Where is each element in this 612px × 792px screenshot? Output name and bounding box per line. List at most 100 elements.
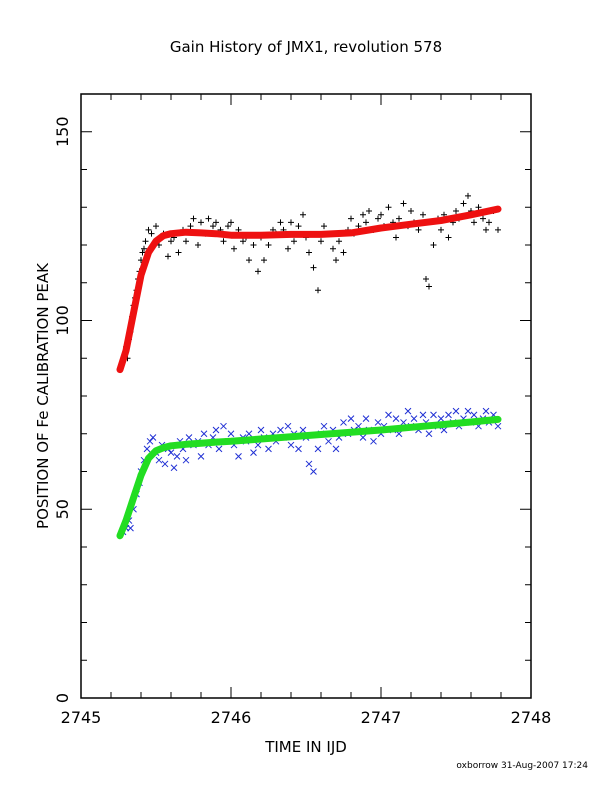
plus-marker xyxy=(438,226,444,233)
plus-marker xyxy=(198,219,204,226)
cross-marker xyxy=(167,449,175,456)
axis-ticks: 2745 2746 2747 2748 0 50 100 150 xyxy=(53,93,552,727)
plus-marker xyxy=(228,219,234,226)
plus-marker xyxy=(415,226,422,233)
plus-marker xyxy=(265,242,272,248)
y-tick-label: 150 xyxy=(53,116,72,147)
fit-curve xyxy=(116,415,502,540)
cross-marker xyxy=(197,453,205,460)
plus-marker xyxy=(315,287,321,294)
cross-marker xyxy=(404,407,412,415)
plus-marker xyxy=(483,226,489,233)
plus-marker xyxy=(396,215,402,222)
x-tick-label: 2748 xyxy=(511,708,552,727)
cross-marker xyxy=(320,422,328,430)
cross-marker xyxy=(359,434,367,441)
plus-marker xyxy=(340,249,347,256)
plus-marker xyxy=(288,219,294,226)
cross-marker xyxy=(161,460,169,468)
plus-marker xyxy=(348,215,354,222)
cross-marker xyxy=(385,411,392,419)
plus-marker xyxy=(220,238,227,245)
x-tick-label: 2747 xyxy=(361,708,402,727)
plus-marker xyxy=(153,223,159,230)
plus-marker xyxy=(475,204,482,211)
x-tick-label: 2746 xyxy=(211,708,252,727)
plus-marker xyxy=(183,238,189,245)
plus-marker xyxy=(277,219,284,226)
plus-marker xyxy=(408,208,414,215)
plus-marker xyxy=(190,215,197,222)
plus-marker xyxy=(430,242,437,248)
cross-marker xyxy=(325,437,332,445)
cross-marker xyxy=(452,407,460,415)
plus-marker xyxy=(306,249,312,256)
cross-marker xyxy=(200,430,208,438)
plus-marker xyxy=(240,238,246,245)
cross-marker xyxy=(245,430,253,438)
cross-marker xyxy=(155,456,163,464)
cross-marker xyxy=(305,460,313,468)
cross-marker xyxy=(419,411,427,419)
cross-marker xyxy=(235,453,242,460)
plus-marker xyxy=(195,242,201,248)
cross-marker xyxy=(127,524,134,532)
plus-marker xyxy=(423,275,429,282)
cross-marker xyxy=(392,415,400,423)
plus-marker xyxy=(142,238,149,245)
plus-marker xyxy=(295,223,302,230)
plus-marker xyxy=(141,245,147,252)
y-tick-label: 0 xyxy=(53,693,72,703)
cross-marker xyxy=(347,415,355,423)
cross-marker xyxy=(370,437,377,445)
plus-marker xyxy=(445,234,452,241)
plus-marker xyxy=(261,257,267,264)
plus-marker xyxy=(246,257,252,264)
plus-marker xyxy=(360,211,366,218)
plus-marker xyxy=(393,234,399,241)
cross-marker xyxy=(182,456,190,464)
cross-marker xyxy=(254,441,262,449)
cross-marker xyxy=(227,430,235,438)
plus-marker xyxy=(175,249,182,256)
plus-marker xyxy=(210,223,216,230)
plus-marker xyxy=(333,257,339,264)
cross-marker xyxy=(362,415,370,423)
cross-marker xyxy=(340,419,347,426)
cross-marker xyxy=(257,426,265,434)
plus-marker xyxy=(310,264,317,271)
plus-marker xyxy=(168,238,174,245)
plus-marker xyxy=(255,268,261,275)
plus-marker xyxy=(471,219,477,226)
footer-stamp: oxborrow 31-Aug-2007 17:24 xyxy=(456,761,588,771)
x-axis-label: TIME IN IJD xyxy=(264,738,347,756)
cross-marker xyxy=(445,411,452,419)
cross-marker xyxy=(250,449,257,456)
chart-title: Gain History of JMX1, revolution 578 xyxy=(170,38,442,56)
cross-marker xyxy=(149,434,157,441)
plus-marker xyxy=(336,238,342,245)
cross-marker xyxy=(332,445,340,453)
plus-marker xyxy=(363,219,369,226)
fit-curve xyxy=(116,205,502,374)
plus-marker xyxy=(139,249,146,256)
plus-marker xyxy=(225,223,231,230)
data-layer xyxy=(116,192,502,540)
plus-marker xyxy=(187,223,194,230)
cross-marker xyxy=(430,411,437,419)
plus-marker xyxy=(378,211,384,218)
cross-marker xyxy=(299,426,307,434)
cross-marker xyxy=(170,464,178,472)
cross-marker xyxy=(284,422,292,430)
plus-marker xyxy=(385,204,392,211)
plus-marker xyxy=(355,223,362,230)
cross-marker xyxy=(410,415,418,423)
x-tick-label: 2745 xyxy=(61,708,102,727)
cross-marker xyxy=(265,445,272,453)
cross-marker xyxy=(143,445,151,453)
cross-marker xyxy=(220,422,227,430)
y-axis-label: POSITION OF Fe CALIBRATION PEAK xyxy=(34,262,52,529)
cross-marker xyxy=(437,415,445,423)
cross-marker xyxy=(212,426,220,434)
